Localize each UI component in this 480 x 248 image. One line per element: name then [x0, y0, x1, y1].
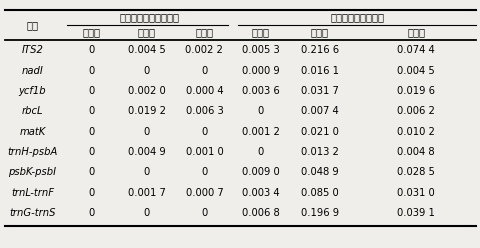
- Text: 0.001 7: 0.001 7: [128, 187, 165, 198]
- Text: 0.004 5: 0.004 5: [128, 45, 165, 55]
- Text: 最小值: 最小值: [82, 27, 100, 37]
- Text: 0: 0: [201, 126, 207, 137]
- Text: 0.006 8: 0.006 8: [241, 208, 279, 218]
- Text: 0.196 9: 0.196 9: [300, 208, 338, 218]
- Text: 最小值: 最小值: [252, 27, 269, 37]
- Text: 0.216 6: 0.216 6: [300, 45, 338, 55]
- Text: trnG-trnS: trnG-trnS: [9, 208, 56, 218]
- Text: trnL-trnF: trnL-trnF: [11, 187, 54, 198]
- Text: 石斛属种间遗传距离: 石斛属种间遗传距离: [329, 13, 384, 23]
- Text: 0.074 4: 0.074 4: [396, 45, 434, 55]
- Text: 0.013 2: 0.013 2: [300, 147, 338, 157]
- Text: 0.004 8: 0.004 8: [396, 147, 434, 157]
- Text: 0: 0: [144, 167, 149, 177]
- Text: 0.031 0: 0.031 0: [396, 187, 434, 198]
- Text: 0: 0: [201, 208, 207, 218]
- Text: 0: 0: [88, 167, 94, 177]
- Text: 0.000 9: 0.000 9: [241, 65, 279, 76]
- Text: nadI: nadI: [22, 65, 43, 76]
- Text: 0.001 2: 0.001 2: [241, 126, 279, 137]
- Text: 0: 0: [144, 208, 149, 218]
- Text: 0.021 0: 0.021 0: [300, 126, 338, 137]
- Text: 0.019 6: 0.019 6: [396, 86, 434, 96]
- Text: 0.000 4: 0.000 4: [185, 86, 223, 96]
- Text: 0: 0: [201, 167, 207, 177]
- Text: 0.004 9: 0.004 9: [128, 147, 165, 157]
- Text: rbcL: rbcL: [22, 106, 43, 116]
- Text: 0.006 3: 0.006 3: [185, 106, 223, 116]
- Text: 0: 0: [88, 45, 94, 55]
- Text: 铁皮石斛种内遗传距离: 铁皮石斛种内遗传距离: [119, 13, 179, 23]
- Text: 平均值: 平均值: [406, 27, 424, 37]
- Text: trnH-psbA: trnH-psbA: [7, 147, 58, 157]
- Text: psbK-psbI: psbK-psbI: [8, 167, 57, 177]
- Text: 0.010 2: 0.010 2: [396, 126, 434, 137]
- Text: 0.016 1: 0.016 1: [300, 65, 338, 76]
- Text: 0: 0: [88, 187, 94, 198]
- Text: 0: 0: [88, 147, 94, 157]
- Text: ycf1b: ycf1b: [19, 86, 46, 96]
- Text: 0: 0: [88, 65, 94, 76]
- Text: 最大值: 最大值: [310, 27, 328, 37]
- Text: 0: 0: [144, 126, 149, 137]
- Text: 0: 0: [201, 65, 207, 76]
- Text: 0.004 5: 0.004 5: [396, 65, 434, 76]
- Text: 0: 0: [88, 86, 94, 96]
- Text: 0.002 0: 0.002 0: [128, 86, 165, 96]
- Text: 0: 0: [88, 126, 94, 137]
- Text: 0.028 5: 0.028 5: [396, 167, 434, 177]
- Text: 0.000 7: 0.000 7: [185, 187, 223, 198]
- Text: 0: 0: [257, 147, 264, 157]
- Text: 0.001 0: 0.001 0: [185, 147, 223, 157]
- Text: 0.039 1: 0.039 1: [396, 208, 434, 218]
- Text: 0.003 6: 0.003 6: [241, 86, 279, 96]
- Text: 0: 0: [257, 106, 264, 116]
- Text: 0.007 4: 0.007 4: [300, 106, 338, 116]
- Text: 0: 0: [88, 208, 94, 218]
- Text: 0: 0: [88, 106, 94, 116]
- Text: ITS2: ITS2: [22, 45, 43, 55]
- Text: 0.006 2: 0.006 2: [396, 106, 434, 116]
- Text: 0.048 9: 0.048 9: [300, 167, 338, 177]
- Text: 0.085 0: 0.085 0: [300, 187, 338, 198]
- Text: 0.019 2: 0.019 2: [127, 106, 166, 116]
- Text: 最大值: 最大值: [137, 27, 156, 37]
- Text: 0.009 0: 0.009 0: [241, 167, 279, 177]
- Text: 平均值: 平均值: [195, 27, 213, 37]
- Text: matK: matK: [19, 126, 46, 137]
- Text: 0.003 4: 0.003 4: [241, 187, 279, 198]
- Text: 0.005 3: 0.005 3: [241, 45, 279, 55]
- Text: 0.002 2: 0.002 2: [185, 45, 223, 55]
- Text: 0.031 7: 0.031 7: [300, 86, 338, 96]
- Text: 0: 0: [144, 65, 149, 76]
- Text: 基因: 基因: [26, 20, 38, 30]
